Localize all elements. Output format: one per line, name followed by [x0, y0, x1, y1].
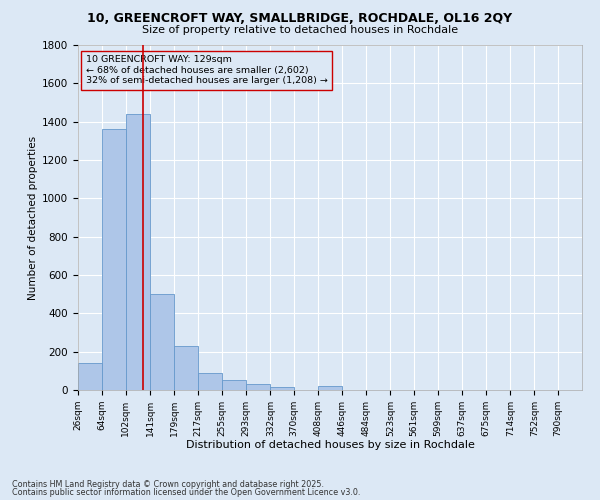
Text: 10 GREENCROFT WAY: 129sqm
← 68% of detached houses are smaller (2,602)
32% of se: 10 GREENCROFT WAY: 129sqm ← 68% of detac…	[86, 56, 328, 85]
Bar	[246, 384, 269, 390]
Text: Size of property relative to detached houses in Rochdale: Size of property relative to detached ho…	[142, 25, 458, 35]
Bar	[198, 373, 222, 390]
Text: Contains public sector information licensed under the Open Government Licence v3: Contains public sector information licen…	[12, 488, 361, 497]
Bar	[174, 346, 198, 390]
Bar	[102, 130, 126, 390]
Bar	[222, 380, 246, 390]
Bar	[126, 114, 149, 390]
X-axis label: Distribution of detached houses by size in Rochdale: Distribution of detached houses by size …	[185, 440, 475, 450]
Text: Contains HM Land Registry data © Crown copyright and database right 2025.: Contains HM Land Registry data © Crown c…	[12, 480, 324, 489]
Bar	[150, 294, 174, 390]
Bar	[318, 386, 342, 390]
Bar	[78, 363, 102, 390]
Bar	[270, 387, 294, 390]
Y-axis label: Number of detached properties: Number of detached properties	[28, 136, 38, 300]
Text: 10, GREENCROFT WAY, SMALLBRIDGE, ROCHDALE, OL16 2QY: 10, GREENCROFT WAY, SMALLBRIDGE, ROCHDAL…	[88, 12, 512, 26]
